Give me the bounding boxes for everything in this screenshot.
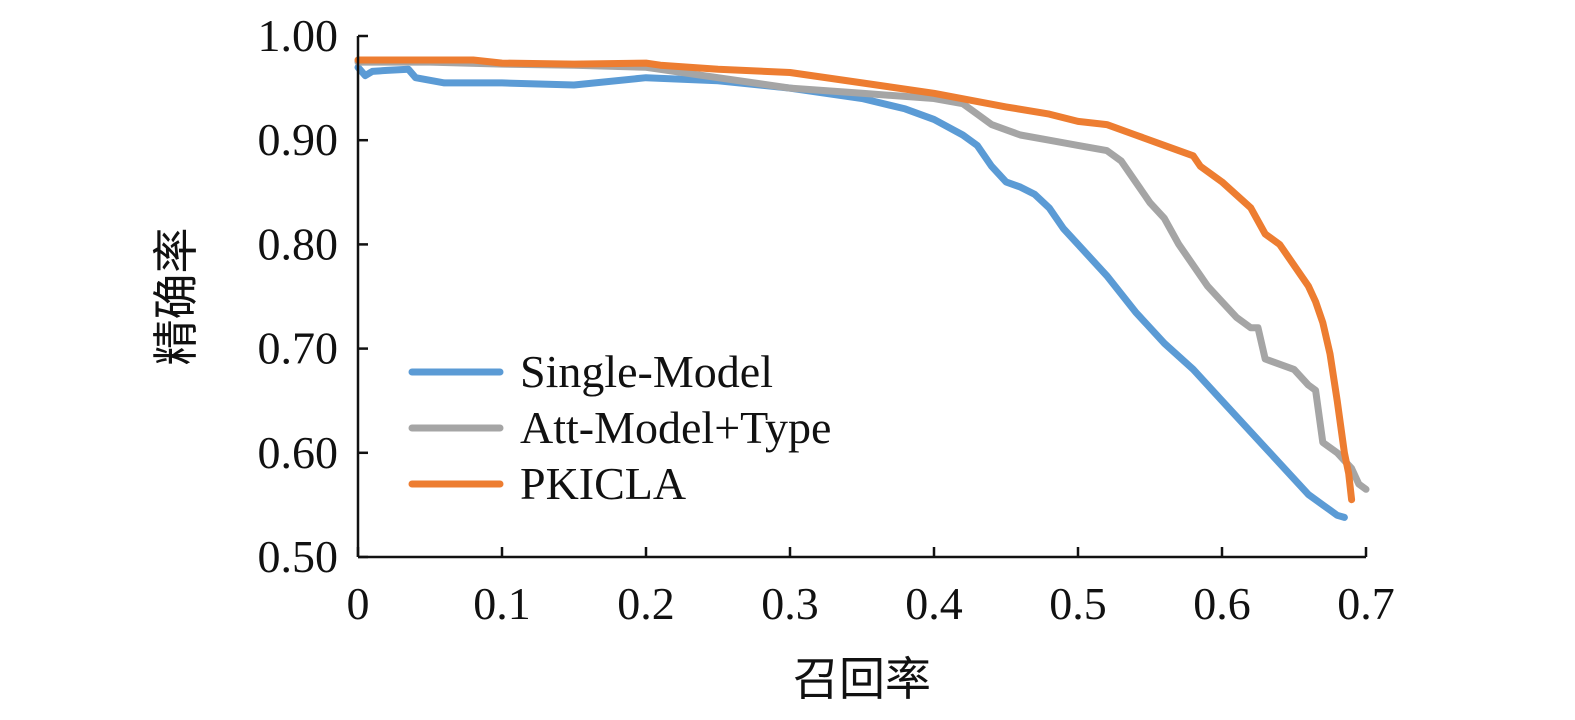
legend-label: Single-Model xyxy=(520,346,773,397)
x-axis-title: 召回率 xyxy=(793,652,931,706)
x-tick-label: 0.1 xyxy=(473,578,531,629)
y-tick-label: 0.70 xyxy=(258,323,339,374)
x-tick-label: 0.7 xyxy=(1337,578,1395,629)
legend-label: Att-Model+Type xyxy=(520,402,831,453)
x-tick-label: 0 xyxy=(347,578,370,629)
series-layer xyxy=(354,56,1370,521)
x-tick-label: 0.3 xyxy=(761,578,819,629)
y-tick-label: 0.80 xyxy=(258,218,339,269)
y-tick-label: 0.90 xyxy=(258,114,339,165)
y-tick-label: 1.00 xyxy=(258,10,339,61)
y-axis-title: 精确率 xyxy=(149,228,203,366)
y-tick-label: 0.60 xyxy=(258,427,339,478)
x-tick-label: 0.2 xyxy=(617,578,675,629)
x-tick-label: 0.5 xyxy=(1049,578,1107,629)
x-tick-label: 0.6 xyxy=(1193,578,1251,629)
ticks-layer: 0.50 0.60 0.70 0.80 0.90 1.00 0 0.1 0.2 0.3 0.4 0.5… xyxy=(258,10,1395,629)
x-tick-label: 0.4 xyxy=(905,578,963,629)
series-line-pkicla xyxy=(354,56,1356,504)
legend-label: PKICLA xyxy=(520,458,686,509)
series-line-att-model-type xyxy=(354,58,1370,493)
axes-layer xyxy=(356,36,1366,559)
series-line-single-model xyxy=(354,63,1348,521)
y-tick-label: 0.50 xyxy=(258,531,339,582)
